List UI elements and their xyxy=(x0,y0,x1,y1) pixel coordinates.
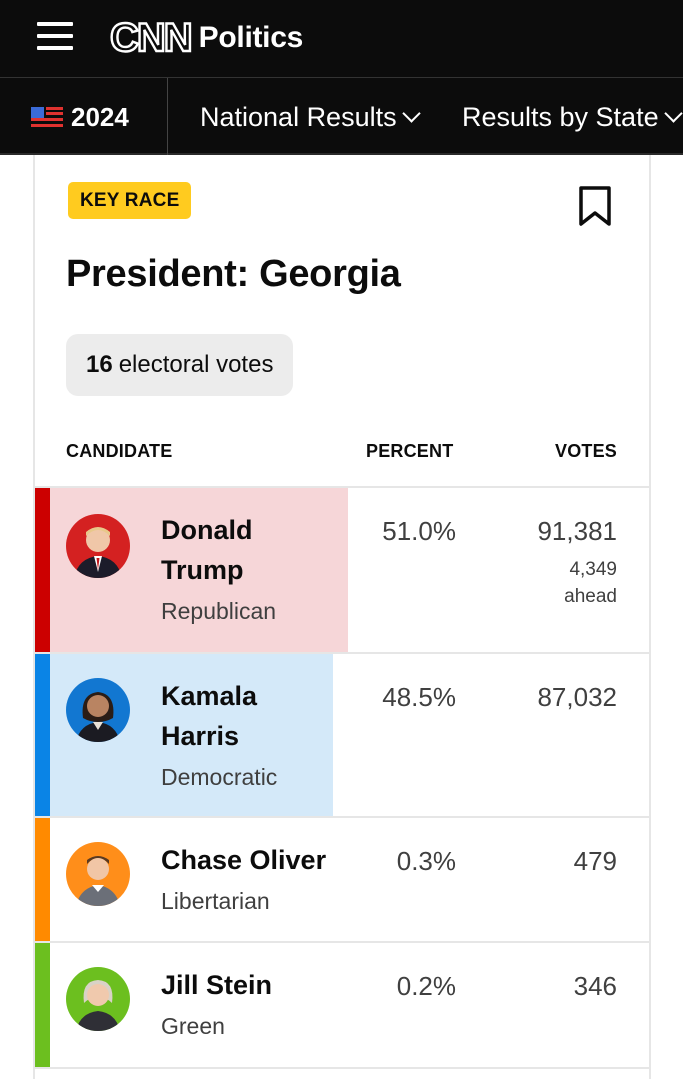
candidate-percent: 51.0% xyxy=(382,516,456,546)
candidate-percent: 48.5% xyxy=(382,682,456,712)
candidate-votes: 346 xyxy=(573,971,617,1001)
electoral-votes-count: 16 xyxy=(86,351,113,378)
top-header: CNN Politics xyxy=(0,0,683,77)
party-color-bar xyxy=(35,818,50,941)
cnn-logo[interactable]: CNN Politics xyxy=(109,16,304,60)
table-row-divider xyxy=(35,1067,649,1079)
candidate-party: Libertarian xyxy=(161,888,270,914)
candidate-votes: 91,381 xyxy=(537,516,617,546)
header-percent: PERCENT xyxy=(366,441,454,461)
candidate-percent: 0.2% xyxy=(396,971,456,1001)
race-card: KEY RACE President: Georgia 16 electoral… xyxy=(33,155,651,1079)
candidate-row[interactable]: Donald Trump Republican 51.0% 91,381 4,3… xyxy=(35,486,649,652)
candidate-avatar xyxy=(66,842,130,906)
section-title: Politics xyxy=(198,21,304,54)
lead-margin-count: 4,349 xyxy=(569,559,617,580)
candidate-last-name: Trump xyxy=(161,555,244,585)
candidate-first-name: Donald xyxy=(161,515,253,545)
party-color-bar xyxy=(35,943,50,1067)
chevron-down-icon xyxy=(401,103,421,123)
lead-margin-label: ahead xyxy=(564,586,617,607)
race-title: President: Georgia xyxy=(66,253,401,295)
candidate-last-name: Harris xyxy=(161,721,240,751)
electoral-votes-label: electoral votes xyxy=(118,351,274,378)
candidate-name: Chase Oliver xyxy=(161,845,327,875)
bookmark-icon[interactable] xyxy=(578,185,612,227)
party-color-bar xyxy=(35,488,50,652)
election-nav: 2024 National Results Results by State xyxy=(0,77,683,156)
us-flag-icon xyxy=(31,107,63,127)
election-year-link[interactable]: 2024 xyxy=(31,78,129,156)
candidate-row[interactable]: Chase Oliver Libertarian 0.3% 479 xyxy=(35,816,649,941)
candidate-votes: 87,032 xyxy=(537,682,617,712)
candidate-name: Donald Trump xyxy=(161,510,253,590)
candidate-name: Jill Stein xyxy=(161,970,273,1000)
cnn-logo-text: CNN xyxy=(109,16,194,60)
candidate-party: Republican xyxy=(161,598,277,624)
candidate-votes: 479 xyxy=(573,846,617,876)
nav-national-results[interactable]: National Results xyxy=(200,78,421,156)
candidate-avatar xyxy=(66,514,130,578)
nav-results-by-state-label: Results by State xyxy=(462,101,659,132)
nav-national-results-label: National Results xyxy=(200,101,397,132)
candidate-party: Green xyxy=(161,1013,225,1039)
header-candidate: CANDIDATE xyxy=(66,441,173,461)
key-race-badge: KEY RACE xyxy=(68,182,192,219)
candidate-percent: 0.3% xyxy=(396,846,456,876)
candidate-avatar xyxy=(66,678,130,742)
lead-margin: 4,349 ahead xyxy=(517,556,617,610)
candidate-row[interactable]: Jill Stein Green 0.2% 346 xyxy=(35,941,649,1067)
header-votes: VOTES xyxy=(554,441,617,461)
candidate-name: Kamala Harris xyxy=(161,676,257,756)
candidate-avatar xyxy=(66,967,130,1031)
party-color-bar xyxy=(35,654,50,816)
nav-divider xyxy=(167,78,168,156)
candidate-party: Democratic xyxy=(161,764,278,790)
menu-icon[interactable] xyxy=(37,22,73,50)
chevron-down-icon xyxy=(663,103,683,123)
nav-results-by-state[interactable]: Results by State xyxy=(462,78,683,156)
candidate-first-name: Kamala xyxy=(161,681,258,711)
election-year-label: 2024 xyxy=(71,101,129,132)
electoral-votes-pill: 16 electoral votes xyxy=(66,334,294,396)
candidate-row[interactable]: Kamala Harris Democratic 48.5% 87,032 xyxy=(35,652,649,816)
